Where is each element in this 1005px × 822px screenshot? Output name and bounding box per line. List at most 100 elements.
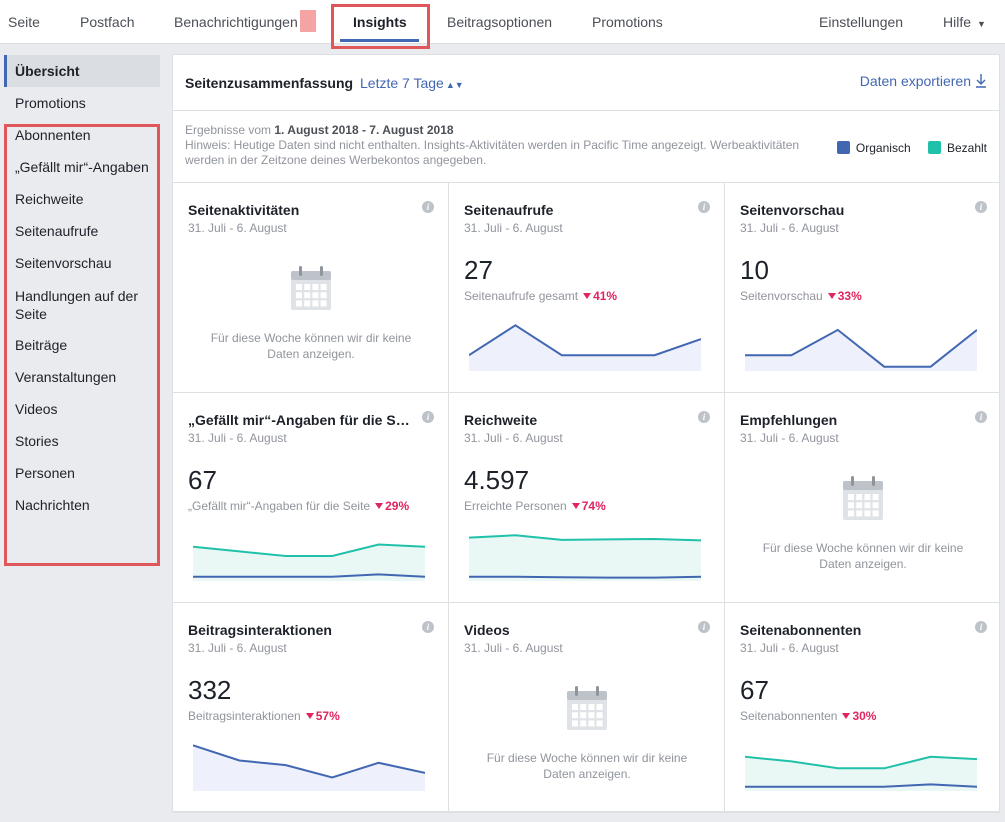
legend-organic-swatch <box>836 141 850 154</box>
info-icon[interactable]: i <box>975 621 987 633</box>
caret-down-icon: ▼ <box>977 19 986 29</box>
metric-card-reichweite[interactable]: Reichweite 31. Juli - 6. August i 4.597 Erre… <box>449 393 725 603</box>
metric-value: 10 <box>740 255 769 285</box>
info-icon[interactable]: i <box>422 201 434 213</box>
sidebar-item-veranstaltungen[interactable]: Veranstaltungen <box>15 369 117 385</box>
sparkline-chart <box>469 534 701 581</box>
card-title: Beitragsinteraktionen <box>188 622 332 638</box>
empty-state-text: Für diese Woche können wir dir keine Dat… <box>486 751 688 781</box>
card-date: 31. Juli - 6. August <box>188 641 287 655</box>
info-icon[interactable]: i <box>975 411 987 423</box>
info-icon[interactable]: i <box>698 621 710 633</box>
metric-card-beitragsinteraktionen[interactable]: Beitragsinteraktionen 31. Juli - 6. Augus… <box>173 603 449 813</box>
date-range-selector[interactable]: Letzte 7 Tage ▲▼ <box>360 75 464 91</box>
sparkline-chart <box>193 744 425 791</box>
metric-subtitle: Erreichte Personen 74% <box>464 499 606 513</box>
metric-delta: 30% <box>852 709 877 723</box>
main-panel: Seitenzusammenfassung Letzte 7 Tage ▲▼ Da… <box>172 54 1001 813</box>
download-icon <box>976 74 986 88</box>
sparkline-chart <box>193 543 425 581</box>
page-summary-header: Seitenzusammenfassung Letzte 7 Tage ▲▼ Da… <box>173 55 999 111</box>
paid-series-area <box>193 544 425 581</box>
organic-series-line <box>193 573 425 578</box>
card-title: Seitenaktivitäten <box>188 202 300 218</box>
paid-series-area <box>745 756 977 791</box>
export-data-link[interactable]: Daten exportieren <box>860 73 987 89</box>
nav-postfach[interactable]: Postfach <box>80 14 135 30</box>
metric-card-seitenvorschau[interactable]: Seitenvorschau 31. Juli - 6. August i 10 Sei… <box>725 183 1001 393</box>
card-title: Empfehlungen <box>740 412 838 428</box>
decrease-arrow-icon <box>842 713 851 719</box>
notification-badge <box>299 10 316 33</box>
organic-series-line <box>745 328 977 368</box>
metric-subtitle-label: Erreichte Personen <box>464 499 567 513</box>
card-date: 31. Juli - 6. August <box>464 641 563 655</box>
nav-hilfe[interactable]: Hilfe ▼ <box>943 0 986 44</box>
decrease-arrow-icon <box>583 293 592 299</box>
info-icon[interactable]: i <box>698 201 710 213</box>
sparkline-chart <box>745 328 977 371</box>
sidebar-item-abonnenten[interactable]: Abonnenten <box>15 127 91 143</box>
legend-paid-swatch <box>927 141 941 154</box>
active-tab-indicator <box>340 39 419 42</box>
sidebar-item-reichweite[interactable]: Reichweite <box>15 191 84 207</box>
nav-hilfe-label: Hilfe <box>943 14 972 30</box>
nav-insights[interactable]: Insights <box>353 14 407 30</box>
sidebar-highlight-box <box>4 124 160 566</box>
sidebar-item-handlungen[interactable]: Handlungen auf der Seite <box>15 288 138 322</box>
metric-subtitle: Seitenvorschau 33% <box>740 289 862 303</box>
decrease-arrow-icon <box>375 503 384 509</box>
sort-arrows-icon: ▲▼ <box>445 80 464 90</box>
metric-subtitle-label: Seitenvorschau <box>740 289 823 303</box>
metric-subtitle-label: Beitragsinteraktionen <box>188 709 301 723</box>
sidebar-item-videos[interactable]: Videos <box>15 401 58 417</box>
metric-card-seitenaufrufe[interactable]: Seitenaufrufe 31. Juli - 6. August i 27 Seit… <box>449 183 725 393</box>
nav-einstellungen[interactable]: Einstellungen <box>819 14 904 30</box>
metrics-grid: Seitenaktivitäten 31. Juli - 6. August i Fü… <box>173 182 1001 813</box>
organic-series-area <box>193 745 425 791</box>
info-icon[interactable]: i <box>975 201 987 213</box>
empty-state-text: Für diese Woche können wir dir keine Dat… <box>210 331 412 361</box>
metric-card-empfehlungen[interactable]: Empfehlungen 31. Juli - 6. August i Für die… <box>725 393 1001 603</box>
sidebar-item-uebersicht[interactable]: Übersicht <box>4 55 160 87</box>
nav-benachrichtigungen-label: Benachrichtigungen <box>174 14 298 30</box>
info-icon[interactable]: i <box>698 411 710 423</box>
sidebar-item-seitenvorschau[interactable]: Seitenvorschau <box>15 255 112 271</box>
calendar-icon <box>566 685 608 734</box>
metric-card-seitenaktivitäten[interactable]: Seitenaktivitäten 31. Juli - 6. August i Fü… <box>173 183 449 393</box>
decrease-arrow-icon <box>305 713 314 719</box>
nav-beitragsoptionen[interactable]: Beitragsoptionen <box>447 14 553 30</box>
sidebar-item-personen[interactable]: Personen <box>15 465 75 481</box>
metric-delta: 57% <box>315 709 340 723</box>
sidebar-item-gefaellt-mir[interactable]: „Gefällt mir“-Angaben <box>15 159 149 175</box>
metric-subtitle: Seitenaufrufe gesamt 41% <box>464 289 617 303</box>
decrease-arrow-icon <box>571 503 580 509</box>
results-prefix: Ergebnisse vom <box>185 123 275 137</box>
sidebar-item-promotions[interactable]: Promotions <box>15 95 86 111</box>
sidebar-item-beitraege[interactable]: Beiträge <box>15 337 68 353</box>
paid-series-area <box>469 535 701 581</box>
sidebar-item-stories[interactable]: Stories <box>15 433 59 449</box>
sidebar: Übersicht Promotions Abonnenten „Gefällt… <box>0 44 166 822</box>
organic-series-line <box>469 575 701 579</box>
metric-delta: 33% <box>837 289 862 303</box>
nav-benachrichtigungen[interactable]: Benachrichtigungen <box>174 0 316 44</box>
metric-delta: 41% <box>593 289 618 303</box>
metric-card-seitenabonnenten[interactable]: Seitenabonnenten 31. Juli - 6. August i 67 S… <box>725 603 1001 813</box>
metric-card-gefällt-mir-angaben-für-die-seite[interactable]: „Gefällt mir“-Angaben für die Seite 31. J… <box>173 393 449 603</box>
nav-seite[interactable]: Seite <box>8 14 40 30</box>
sidebar-item-nachrichten[interactable]: Nachrichten <box>15 497 90 513</box>
calendar-icon <box>290 265 332 314</box>
card-date: 31. Juli - 6. August <box>188 431 287 445</box>
card-date: 31. Juli - 6. August <box>188 221 287 235</box>
metric-delta: 74% <box>581 499 606 513</box>
nav-promotions[interactable]: Promotions <box>592 14 663 30</box>
card-date: 31. Juli - 6. August <box>740 641 839 655</box>
metric-card-videos[interactable]: Videos 31. Juli - 6. August i Für diese Woc… <box>449 603 725 813</box>
sidebar-item-seitenaufrufe[interactable]: Seitenaufrufe <box>15 223 99 239</box>
card-title: Seitenaufrufe <box>464 202 554 218</box>
info-icon[interactable]: i <box>422 411 434 423</box>
sparkline-chart <box>469 324 701 371</box>
card-date: 31. Juli - 6. August <box>464 431 563 445</box>
info-icon[interactable]: i <box>422 621 434 633</box>
